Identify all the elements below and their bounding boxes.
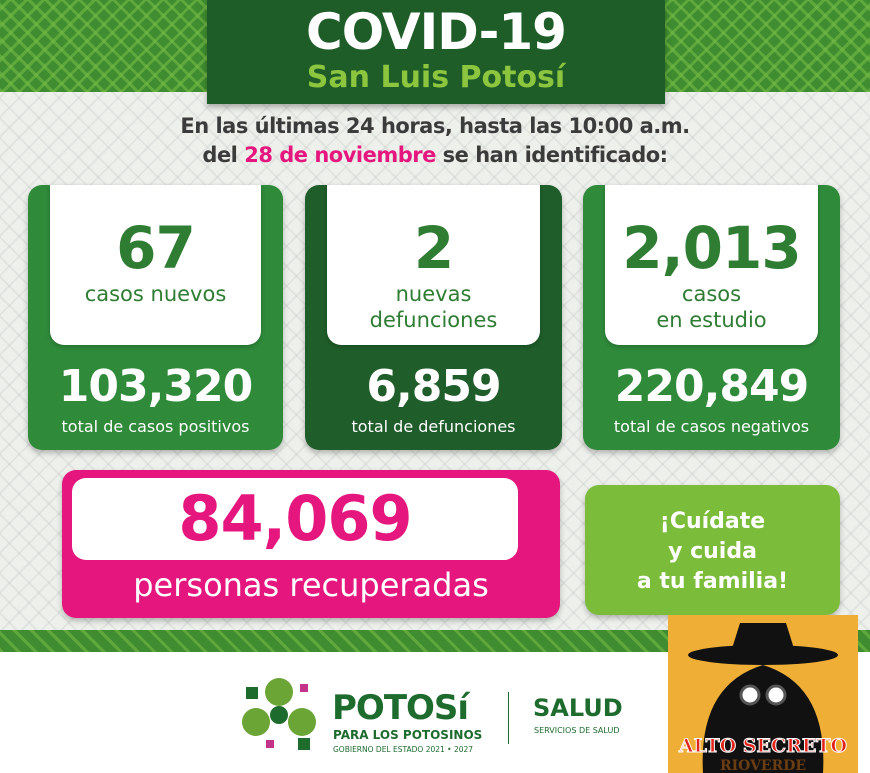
card-study: 2,013 casos en estudio 220,849 total de ca…: [583, 185, 840, 450]
card-label: casos nuevos: [84, 282, 227, 306]
watermark-sub: RIOVERDE: [719, 758, 807, 773]
recovered-card: 84,069 personas recuperadas: [62, 470, 560, 618]
gov-text: GOBIERNO DEL ESTADO 2021 • 2027: [333, 745, 474, 754]
new-cases: 67: [116, 214, 196, 282]
brand-sub: PARA LOS POTOSINOS: [333, 728, 483, 742]
card-label: defunciones: [369, 308, 498, 332]
brand-name: POTOSí: [332, 688, 469, 728]
new-deaths: 2: [413, 214, 454, 282]
intro-post: se han identificado:: [435, 143, 668, 167]
watermark-text: ALTO SECRETO: [678, 735, 848, 758]
recovered-label: personas recuperadas: [133, 566, 489, 604]
message-line: y cuida: [668, 539, 757, 564]
salud-sub: SERVICIOS DE SALUD: [534, 726, 620, 735]
divider: [508, 692, 509, 744]
total-label: total de casos positivos: [61, 417, 250, 436]
recovered-value: 84,069: [72, 478, 518, 560]
total-negative: 220,849: [614, 361, 809, 412]
total-label: total de casos negativos: [613, 417, 810, 436]
title-box: COVID-19 San Luis Potosí: [207, 0, 665, 104]
intro-line2: del 28 de noviembre se han identificado:: [0, 143, 870, 167]
card-label: en estudio: [656, 308, 767, 332]
cases-in-study: 2,013: [622, 214, 801, 282]
message-line: ¡Cuídate: [659, 509, 766, 534]
message-card: ¡Cuídate y cuida a tu familia!: [585, 485, 840, 615]
message-line: a tu familia!: [636, 569, 789, 594]
intro-line1: En las últimas 24 horas, hasta las 10:00…: [180, 114, 690, 138]
state-logo-icon: [242, 678, 316, 750]
title: COVID-19: [306, 3, 567, 61]
subtitle: San Luis Potosí: [306, 60, 566, 95]
intro-pre: del: [202, 143, 245, 167]
bottom-pattern-band: [0, 630, 870, 652]
total-deaths: 6,859: [366, 361, 501, 412]
card-positive: 67 casos nuevos 103,320 total de casos po…: [28, 185, 283, 450]
salud-name: SALUD: [533, 694, 623, 722]
card-label: casos: [681, 282, 742, 306]
card-deaths: 2 nuevas defunciones 6,859 total de defunc…: [305, 185, 562, 450]
total-positive: 103,320: [58, 361, 253, 412]
spy-figure-icon: [688, 623, 838, 773]
watermark-logo: ALTO SECRETO RIOVERDE: [668, 615, 858, 773]
card-label: nuevas: [395, 282, 472, 306]
intro-date: 28 de noviembre: [244, 143, 436, 167]
total-label: total de defunciones: [351, 417, 516, 436]
